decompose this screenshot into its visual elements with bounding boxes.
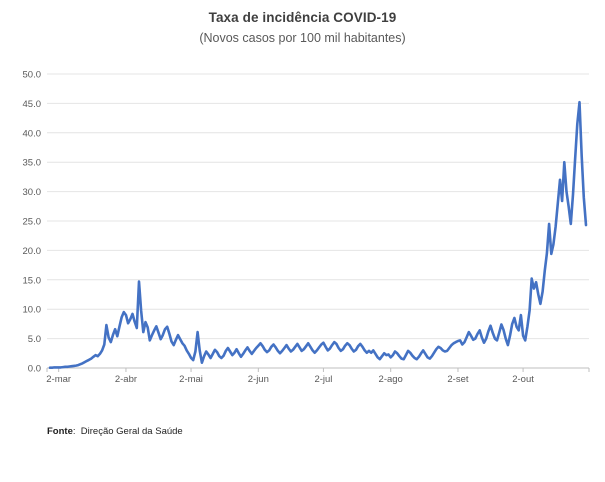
source-text: : Direção Geral da Saúde <box>72 426 183 437</box>
y-tick-label: 20.0 <box>23 246 42 257</box>
y-axis-labels: 0.0 5.0 10.0 15.0 20.0 25.0 30.0 35.0 40.0 45.0 50… <box>23 70 42 375</box>
y-tick-label: 15.0 <box>23 275 42 286</box>
x-tick-label: 2-out <box>512 374 534 385</box>
x-tick-label: 2-ago <box>379 374 403 385</box>
y-tick-label: 35.0 <box>23 158 42 169</box>
y-tick-label: 5.0 <box>28 334 41 345</box>
y-tick-label: 30.0 <box>23 187 42 198</box>
y-tick-label: 50.0 <box>23 70 42 81</box>
y-tick-label: 0.0 <box>28 364 41 375</box>
source-note: Fonte: Direção Geral da Saúde <box>47 426 183 437</box>
chart-subtitle: (Novos casos por 100 mil habitantes) <box>199 31 406 45</box>
x-axis-labels: 2-mar 2-abr 2-mai 2-jun 2-jul 2-ago 2-set 2-out <box>46 374 534 385</box>
x-tick-label: 2-mar <box>46 374 71 385</box>
y-tick-label: 45.0 <box>23 99 42 110</box>
chart-title: Taxa de incidência COVID-19 <box>208 10 397 25</box>
incidence-series-line <box>48 100 588 370</box>
x-tick-label: 2-abr <box>115 374 137 385</box>
x-tick-label: 2-mai <box>179 374 203 385</box>
source-label: Fonte <box>47 426 73 437</box>
y-tick-label: 10.0 <box>23 305 42 316</box>
y-tick-label: 40.0 <box>23 128 42 139</box>
x-tick-label: 2-set <box>447 374 468 385</box>
x-tick-label: 2-jun <box>248 374 269 385</box>
x-tick-label: 2-jul <box>314 374 332 385</box>
x-axis <box>46 367 590 372</box>
y-tick-label: 25.0 <box>23 217 42 228</box>
